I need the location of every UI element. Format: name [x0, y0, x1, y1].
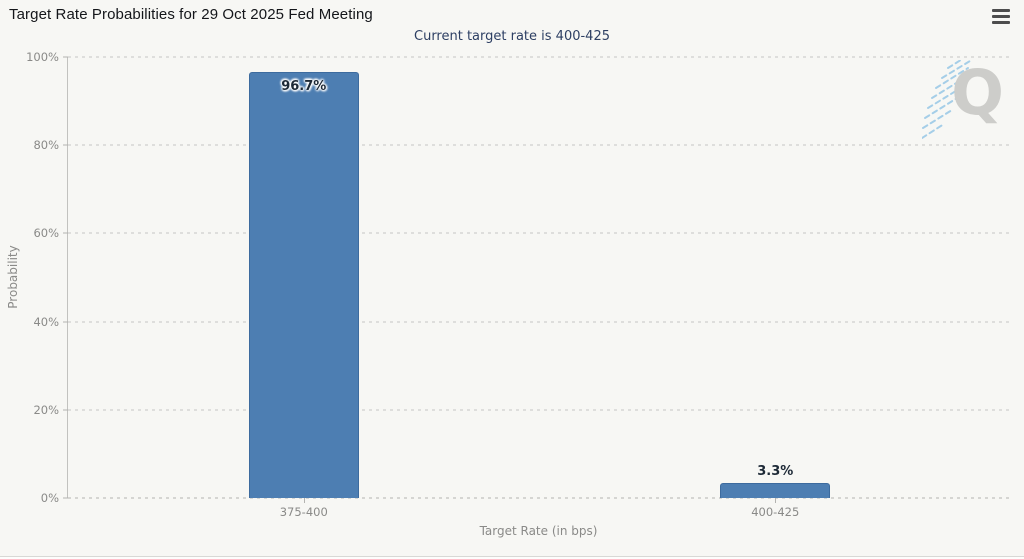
gridline	[68, 409, 1011, 411]
y-axis-tick	[63, 144, 68, 146]
hamburger-bar	[992, 9, 1010, 12]
chart-subtitle: Current target rate is 400-425	[414, 29, 610, 44]
chart-title: Target Rate Probabilities for 29 Oct 202…	[9, 6, 373, 23]
y-axis-title: Probability	[6, 245, 20, 309]
y-tick-label: 100%	[26, 50, 59, 64]
bar-value-label: 96.7%	[281, 78, 327, 94]
y-axis-tick	[63, 409, 68, 411]
x-tick-label: 375-400	[279, 505, 328, 519]
hamburger-menu-icon[interactable]	[992, 9, 1010, 27]
y-axis-tick	[63, 56, 68, 58]
gridline	[68, 232, 1011, 234]
y-tick-label: 20%	[33, 402, 59, 417]
watermark-speed-lines-icon	[921, 52, 973, 139]
watermark-q-letter: Q	[951, 56, 1004, 129]
y-axis-tick	[63, 497, 68, 499]
bar[interactable]	[720, 483, 831, 498]
plot-area: 0% 20% 40% 60% 80% 100% 96.7% 375-400 3.3% 400-42…	[26, 50, 1011, 519]
bottom-border	[0, 556, 1024, 559]
y-tick-label: 40%	[33, 314, 59, 329]
y-axis-tick	[63, 321, 68, 323]
gridline	[68, 321, 1011, 323]
gridline	[68, 144, 1011, 146]
x-axis-tick	[775, 498, 777, 503]
x-axis-tick	[303, 498, 305, 503]
y-tick-label: 0%	[40, 491, 59, 505]
y-tick-label: 80%	[33, 138, 59, 153]
quikstrike-logo-watermark: Q	[921, 52, 1008, 144]
hamburger-bar	[992, 15, 1010, 18]
x-axis-title: Target Rate (in bps)	[479, 524, 598, 538]
y-axis-tick	[63, 232, 68, 234]
x-axis-line	[68, 497, 1011, 499]
bar[interactable]	[248, 71, 359, 498]
y-tick-label: 60%	[33, 226, 59, 241]
x-tick-label: 400-425	[751, 505, 800, 519]
bar-value-label: 3.3%	[757, 464, 794, 480]
gridline	[68, 56, 1011, 58]
hamburger-bar	[992, 21, 1010, 24]
